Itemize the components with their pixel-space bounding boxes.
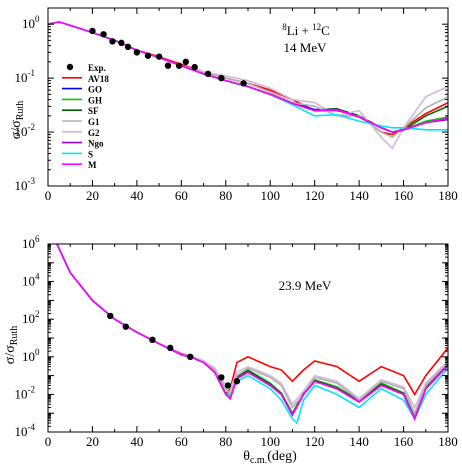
x-tick-label: 140 xyxy=(349,188,369,203)
top-energy-label: 14 MeV xyxy=(284,40,328,55)
x-tick-label: 120 xyxy=(305,434,325,449)
x-tick-label: 0 xyxy=(45,434,52,449)
y-tick-label: 10-4 xyxy=(15,422,36,439)
series-line-m xyxy=(56,244,448,422)
exp-point xyxy=(187,353,194,360)
exp-point xyxy=(133,49,141,56)
y-label-main: σ/σ xyxy=(3,345,18,364)
exp-point xyxy=(175,62,183,69)
plot-layer: 0 20 40 60 80 100 120 140 160 18010010-110-210-3E… xyxy=(15,7,458,449)
reaction-sup1: 8 xyxy=(282,22,287,32)
exp-point xyxy=(149,336,156,344)
series-line-g2 xyxy=(48,21,448,150)
exp-point xyxy=(240,80,247,87)
x-tick-label: 20 xyxy=(86,434,99,449)
legend-marker-exp xyxy=(66,63,74,71)
y-tick-label: 100 xyxy=(22,347,40,364)
exp-point xyxy=(218,74,225,82)
x-tick-label: 160 xyxy=(394,434,414,449)
top-reaction-label: 8Li + 12C xyxy=(282,22,330,38)
x-label-sub: c.m. xyxy=(250,455,267,466)
exp-point xyxy=(182,58,189,66)
series-line-g2 xyxy=(56,244,448,410)
x-label-main: θ xyxy=(243,449,250,464)
exp-point xyxy=(204,70,212,78)
y-tick-label: 102 xyxy=(22,309,40,326)
x-axis-label: θc.m.(deg) xyxy=(243,449,297,466)
x-tick-label: 80 xyxy=(219,188,232,203)
x-label-unit: (deg) xyxy=(267,449,297,464)
y-tick-label: 106 xyxy=(22,234,40,251)
reaction-end: C xyxy=(321,23,330,38)
exp-point xyxy=(191,63,198,71)
series-line-m xyxy=(48,21,448,133)
y-tick-label: 10-1 xyxy=(15,68,36,85)
y-tick-label: 100 xyxy=(22,14,40,31)
exp-point xyxy=(107,312,114,320)
exp-point xyxy=(167,344,174,352)
x-tick-label: 20 xyxy=(86,188,99,203)
x-tick-label: 40 xyxy=(130,434,143,449)
exp-point xyxy=(118,39,125,47)
exp-point xyxy=(218,374,225,381)
legend-entry: GH xyxy=(88,95,102,105)
y-label-sub: Ruth xyxy=(15,101,26,120)
panel-bottom: 0 20 40 60 80 100 120 140 160 180 106 104 102 100 10-2… xyxy=(15,234,458,449)
y-label-main: σ/σ xyxy=(9,120,24,139)
x-tick-label: 180 xyxy=(438,434,458,449)
x-tick-label: 160 xyxy=(394,188,414,203)
series-line-gh xyxy=(56,244,448,420)
y-label-sub: Ruth xyxy=(9,326,20,345)
legend-entry: GO xyxy=(88,85,102,95)
legend-entry: G2 xyxy=(88,128,100,138)
exp-point xyxy=(155,53,163,60)
y-tick-label: 10-2 xyxy=(15,122,36,139)
legend-entry: M xyxy=(88,160,97,170)
y-tick-label: 10-2 xyxy=(15,384,36,401)
reaction-mid: Li + xyxy=(287,23,312,38)
y-tick-label: 10-3 xyxy=(15,176,36,193)
x-tick-label: 120 xyxy=(305,188,325,203)
panel-top: 0 20 40 60 80 100 120 140 160 180 100 10-1 10-2 10-3 E… xyxy=(15,7,458,203)
y-axis-label-bottom: σ/σRuth xyxy=(3,326,20,364)
exp-point xyxy=(100,31,107,38)
exp-point xyxy=(122,323,129,330)
plot-frame xyxy=(47,243,449,433)
y-axis-label-top: σ/σRuth xyxy=(9,101,26,139)
x-tick-label: 0 xyxy=(45,188,52,203)
x-tick-label: 60 xyxy=(175,188,188,203)
exp-point xyxy=(164,62,172,69)
y-tick-label: 104 xyxy=(22,272,40,289)
legend-entry: Exp. xyxy=(88,63,106,73)
exp-point xyxy=(89,27,96,35)
legend-entry: Ngo xyxy=(88,139,104,149)
exp-point xyxy=(224,382,232,389)
exp-point xyxy=(144,52,152,59)
x-tick-label: 60 xyxy=(175,434,188,449)
x-tick-label: 180 xyxy=(438,188,458,203)
legend-entry: AV18 xyxy=(88,74,109,84)
legend-entry: S xyxy=(88,149,93,159)
reaction-sup2: 12 xyxy=(312,22,321,32)
legend-entry: G1 xyxy=(88,117,100,127)
bottom-energy-label: 23.9 MeV xyxy=(279,278,332,293)
exp-point xyxy=(109,38,116,45)
x-tick-label: 100 xyxy=(260,188,280,203)
series-line-s xyxy=(56,244,448,425)
x-tick-label: 40 xyxy=(130,188,143,203)
exp-point xyxy=(233,378,241,385)
exp-point xyxy=(124,43,132,51)
x-tick-label: 80 xyxy=(219,434,232,449)
legend-entry: SF xyxy=(88,106,99,116)
x-tick-label: 100 xyxy=(260,434,280,449)
x-tick-label: 140 xyxy=(349,434,369,449)
plot-frame xyxy=(47,7,449,187)
